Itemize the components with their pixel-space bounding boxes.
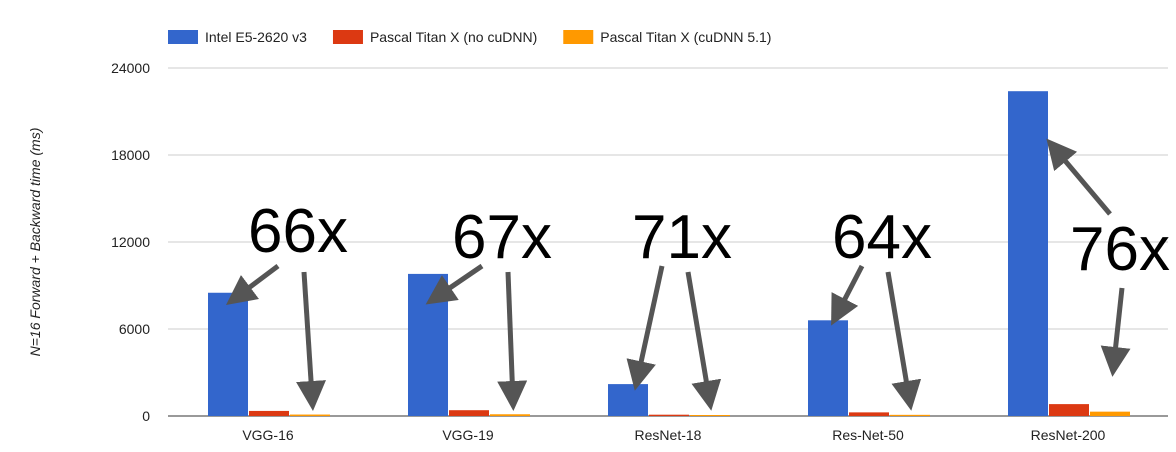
bar-pascal-titan-x-no-cudnn-vgg-19 [449, 410, 489, 416]
x-tick-label: Res-Net-50 [832, 427, 904, 443]
bar-pascal-titan-x-no-cudnn-resnet-200 [1049, 404, 1089, 416]
bar-pascal-titan-x-cudnn-5-1-vgg-16 [290, 414, 330, 416]
legend-swatch [332, 30, 363, 44]
annotation-arrow [497, 271, 528, 411]
speedup-label: 66x [248, 197, 348, 266]
annotation-arrow [831, 264, 865, 326]
annotation-arrow [425, 263, 484, 305]
speedup-label: 67x [452, 203, 552, 272]
gridlines [168, 67, 1168, 417]
speedup-label: 76x [1070, 215, 1170, 284]
bar-intel-e5-2620-v3-res-net-50 [808, 320, 848, 416]
annotation-arrow [626, 265, 665, 391]
bar-pascal-titan-x-cudnn-5-1-res-net-50 [890, 414, 930, 416]
y-tick-label: 18000 [111, 147, 150, 163]
bar-pascal-titan-x-no-cudnn-res-net-50 [849, 412, 889, 416]
bar-pascal-titan-x-no-cudnn-resnet-18 [649, 414, 689, 416]
speedup-label: 64x [832, 203, 932, 272]
legend-swatch [563, 30, 594, 44]
speedup-annotations: 66x 67x 71x 64x 76x [226, 138, 1170, 411]
x-tick-label: VGG-19 [442, 427, 494, 443]
legend-item-label: Pascal Titan X (cuDNN 5.1) [600, 29, 771, 45]
annotation-arrow [1046, 138, 1112, 216]
x-axis-ticks: VGG-16 VGG-19 ResNet-18 Res-Net-50 ResNet-20… [242, 427, 1105, 443]
bar-intel-e5-2620-v3-resnet-18 [608, 384, 648, 416]
annotation-arrow [226, 264, 280, 305]
annotation-arrow [296, 271, 327, 411]
y-tick-label: 12000 [111, 234, 150, 250]
x-tick-label: ResNet-200 [1031, 427, 1106, 443]
y-axis-label: N=16 Forward + Backward time (ms) [27, 128, 43, 357]
annotation-arrow [685, 271, 722, 411]
legend: Intel E5-2620 v3 Pascal Titan X (no cuDNN… [168, 29, 771, 45]
speedup-label: 71x [632, 203, 732, 272]
legend-item-label: Pascal Titan X (no cuDNN) [370, 29, 537, 45]
y-tick-label: 6000 [119, 321, 150, 337]
annotation-arrow [1100, 287, 1131, 377]
bar-pascal-titan-x-cudnn-5-1-resnet-18 [690, 415, 730, 416]
bar-pascal-titan-x-cudnn-5-1-vgg-19 [490, 414, 530, 416]
bar-intel-e5-2620-v3-vgg-16 [208, 292, 248, 416]
y-tick-label: 0 [142, 408, 150, 424]
y-tick-label: 24000 [111, 60, 150, 76]
x-tick-label: VGG-16 [242, 427, 294, 443]
annotation-arrow [885, 271, 922, 411]
x-tick-label: ResNet-18 [635, 427, 702, 443]
bars [208, 91, 1130, 416]
legend-swatch [168, 30, 198, 44]
bar-pascal-titan-x-no-cudnn-vgg-16 [249, 410, 289, 416]
bar-intel-e5-2620-v3-resnet-200 [1008, 91, 1048, 416]
bar-pascal-titan-x-cudnn-5-1-resnet-200 [1090, 411, 1130, 416]
y-axis-ticks: 0 6000 12000 18000 24000 [111, 60, 150, 424]
legend-item-label: Intel E5-2620 v3 [205, 29, 307, 45]
